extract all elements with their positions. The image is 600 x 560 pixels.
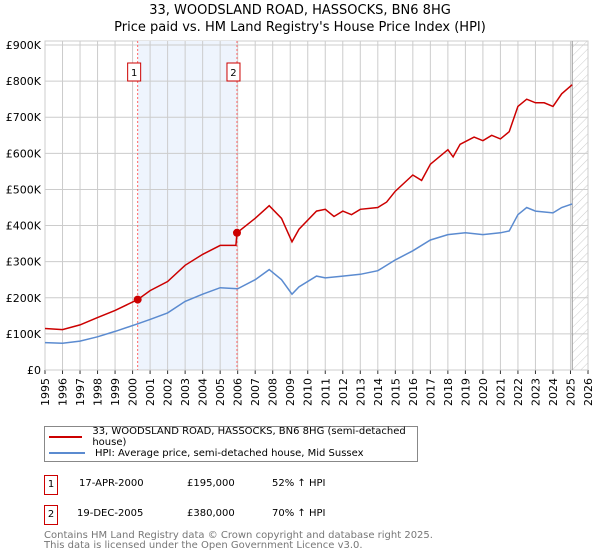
x-tick-label: 2013	[354, 378, 367, 406]
x-tick-label: 2025	[564, 378, 577, 406]
forecast-hatch	[572, 41, 588, 370]
sale-marker: 1	[44, 475, 58, 495]
hpi-line	[44, 203, 573, 345]
sale-label: 1	[131, 68, 137, 79]
x-tick-label: 2019	[459, 378, 472, 406]
legend-swatch-blue	[49, 452, 85, 454]
y-tick-label: £700K	[6, 111, 42, 124]
y-tick-label: £0	[27, 364, 41, 377]
sale-price: £195,000	[187, 478, 235, 489]
price-chart: 1995 1996 1997 1998 1999 2000 2001 2002 2003 2004…	[6, 39, 595, 406]
y-tick-label: £500K	[6, 183, 42, 196]
x-tick-label: 2014	[372, 378, 385, 406]
x-tick-label: 2020	[477, 378, 490, 406]
sale-date: 17-APR-2000	[79, 478, 144, 489]
x-tick-label: 2010	[302, 378, 315, 406]
x-tick-label: 2005	[214, 378, 227, 406]
plot-area	[44, 40, 589, 371]
legend-swatch-red	[49, 436, 83, 438]
x-tick-label: 2009	[284, 378, 297, 406]
x-tick-label: 2021	[494, 378, 507, 406]
x-tick-label: 2018	[442, 378, 455, 406]
x-tick-label: 2022	[512, 378, 525, 406]
ownership-shade	[137, 41, 237, 370]
y-tick-label: £900K	[6, 39, 42, 52]
y-tick-label: £300K	[6, 256, 42, 269]
x-tick-label: 2011	[319, 378, 332, 406]
sale-point	[232, 228, 241, 237]
footer-licence: This data is licensed under the Open Gov…	[44, 540, 363, 551]
y-tick-label: £400K	[6, 220, 42, 233]
x-tick-label: 1995	[39, 378, 52, 406]
x-tick-label: 2008	[267, 378, 280, 406]
chart-subtitle: Price paid vs. HM Land Registry's House …	[114, 20, 486, 35]
y-tick-label: £600K	[6, 147, 42, 160]
y-tick-label: £800K	[6, 75, 42, 88]
sale-label-box	[127, 62, 142, 82]
footer-copyright: Contains HM Land Registry data © Crown c…	[44, 530, 433, 541]
x-tick-label: 2015	[389, 378, 402, 406]
sale-price: £380,000	[187, 508, 235, 519]
x-tick-label: 2012	[337, 378, 350, 406]
x-tick-label: 2026	[582, 378, 595, 406]
y-tick-label: £100K	[6, 328, 42, 341]
x-tick-label: 2016	[407, 378, 420, 406]
x-tick-label: 1997	[74, 378, 87, 406]
legend: 33, WOODSLAND ROAD, HASSOCKS, BN6 8HG (s…	[44, 426, 418, 462]
x-tick-label: 2024	[547, 378, 560, 406]
x-tick-label: 2007	[249, 378, 262, 406]
sale-point	[133, 295, 142, 304]
x-tick-label: 2006	[232, 378, 245, 406]
x-tick-label: 2017	[424, 378, 437, 406]
x-tick-label: 2001	[144, 378, 157, 406]
x-tick-label: 2002	[162, 378, 175, 406]
sale-label-box	[226, 62, 241, 82]
property-price-line	[44, 84, 573, 331]
x-tick-label: 2023	[529, 378, 542, 406]
sale-date: 19-DEC-2005	[77, 508, 144, 519]
x-tick-label: 1998	[92, 378, 105, 406]
x-tick-label: 1996	[57, 378, 70, 406]
sale-hpi-diff: 70% ↑ HPI	[272, 508, 326, 519]
x-tick-label: 1999	[109, 378, 122, 406]
x-tick-label: 2004	[197, 378, 210, 406]
legend-label: 33, WOODSLAND ROAD, HASSOCKS, BN6 8HG (s…	[92, 426, 406, 448]
footer: Contains HM Land Registry data © Crown c…	[44, 531, 433, 551]
chart-title: 33, WOODSLAND ROAD, HASSOCKS, BN6 8HG	[149, 3, 451, 18]
x-tick-label: 2000	[127, 378, 140, 406]
sale-label: 2	[230, 68, 236, 79]
legend-item-hpi: HPI: Average price, semi-detached house,…	[49, 446, 364, 460]
x-tick-label: 2003	[179, 378, 192, 406]
sale-marker: 2	[44, 505, 58, 525]
sale-hpi-diff: 52% ↑ HPI	[272, 478, 326, 489]
y-tick-label: £200K	[6, 292, 42, 305]
legend-item-property: 33, WOODSLAND ROAD, HASSOCKS, BN6 8HG (s…	[49, 426, 417, 448]
legend-label: HPI: Average price, semi-detached house,…	[95, 447, 364, 459]
